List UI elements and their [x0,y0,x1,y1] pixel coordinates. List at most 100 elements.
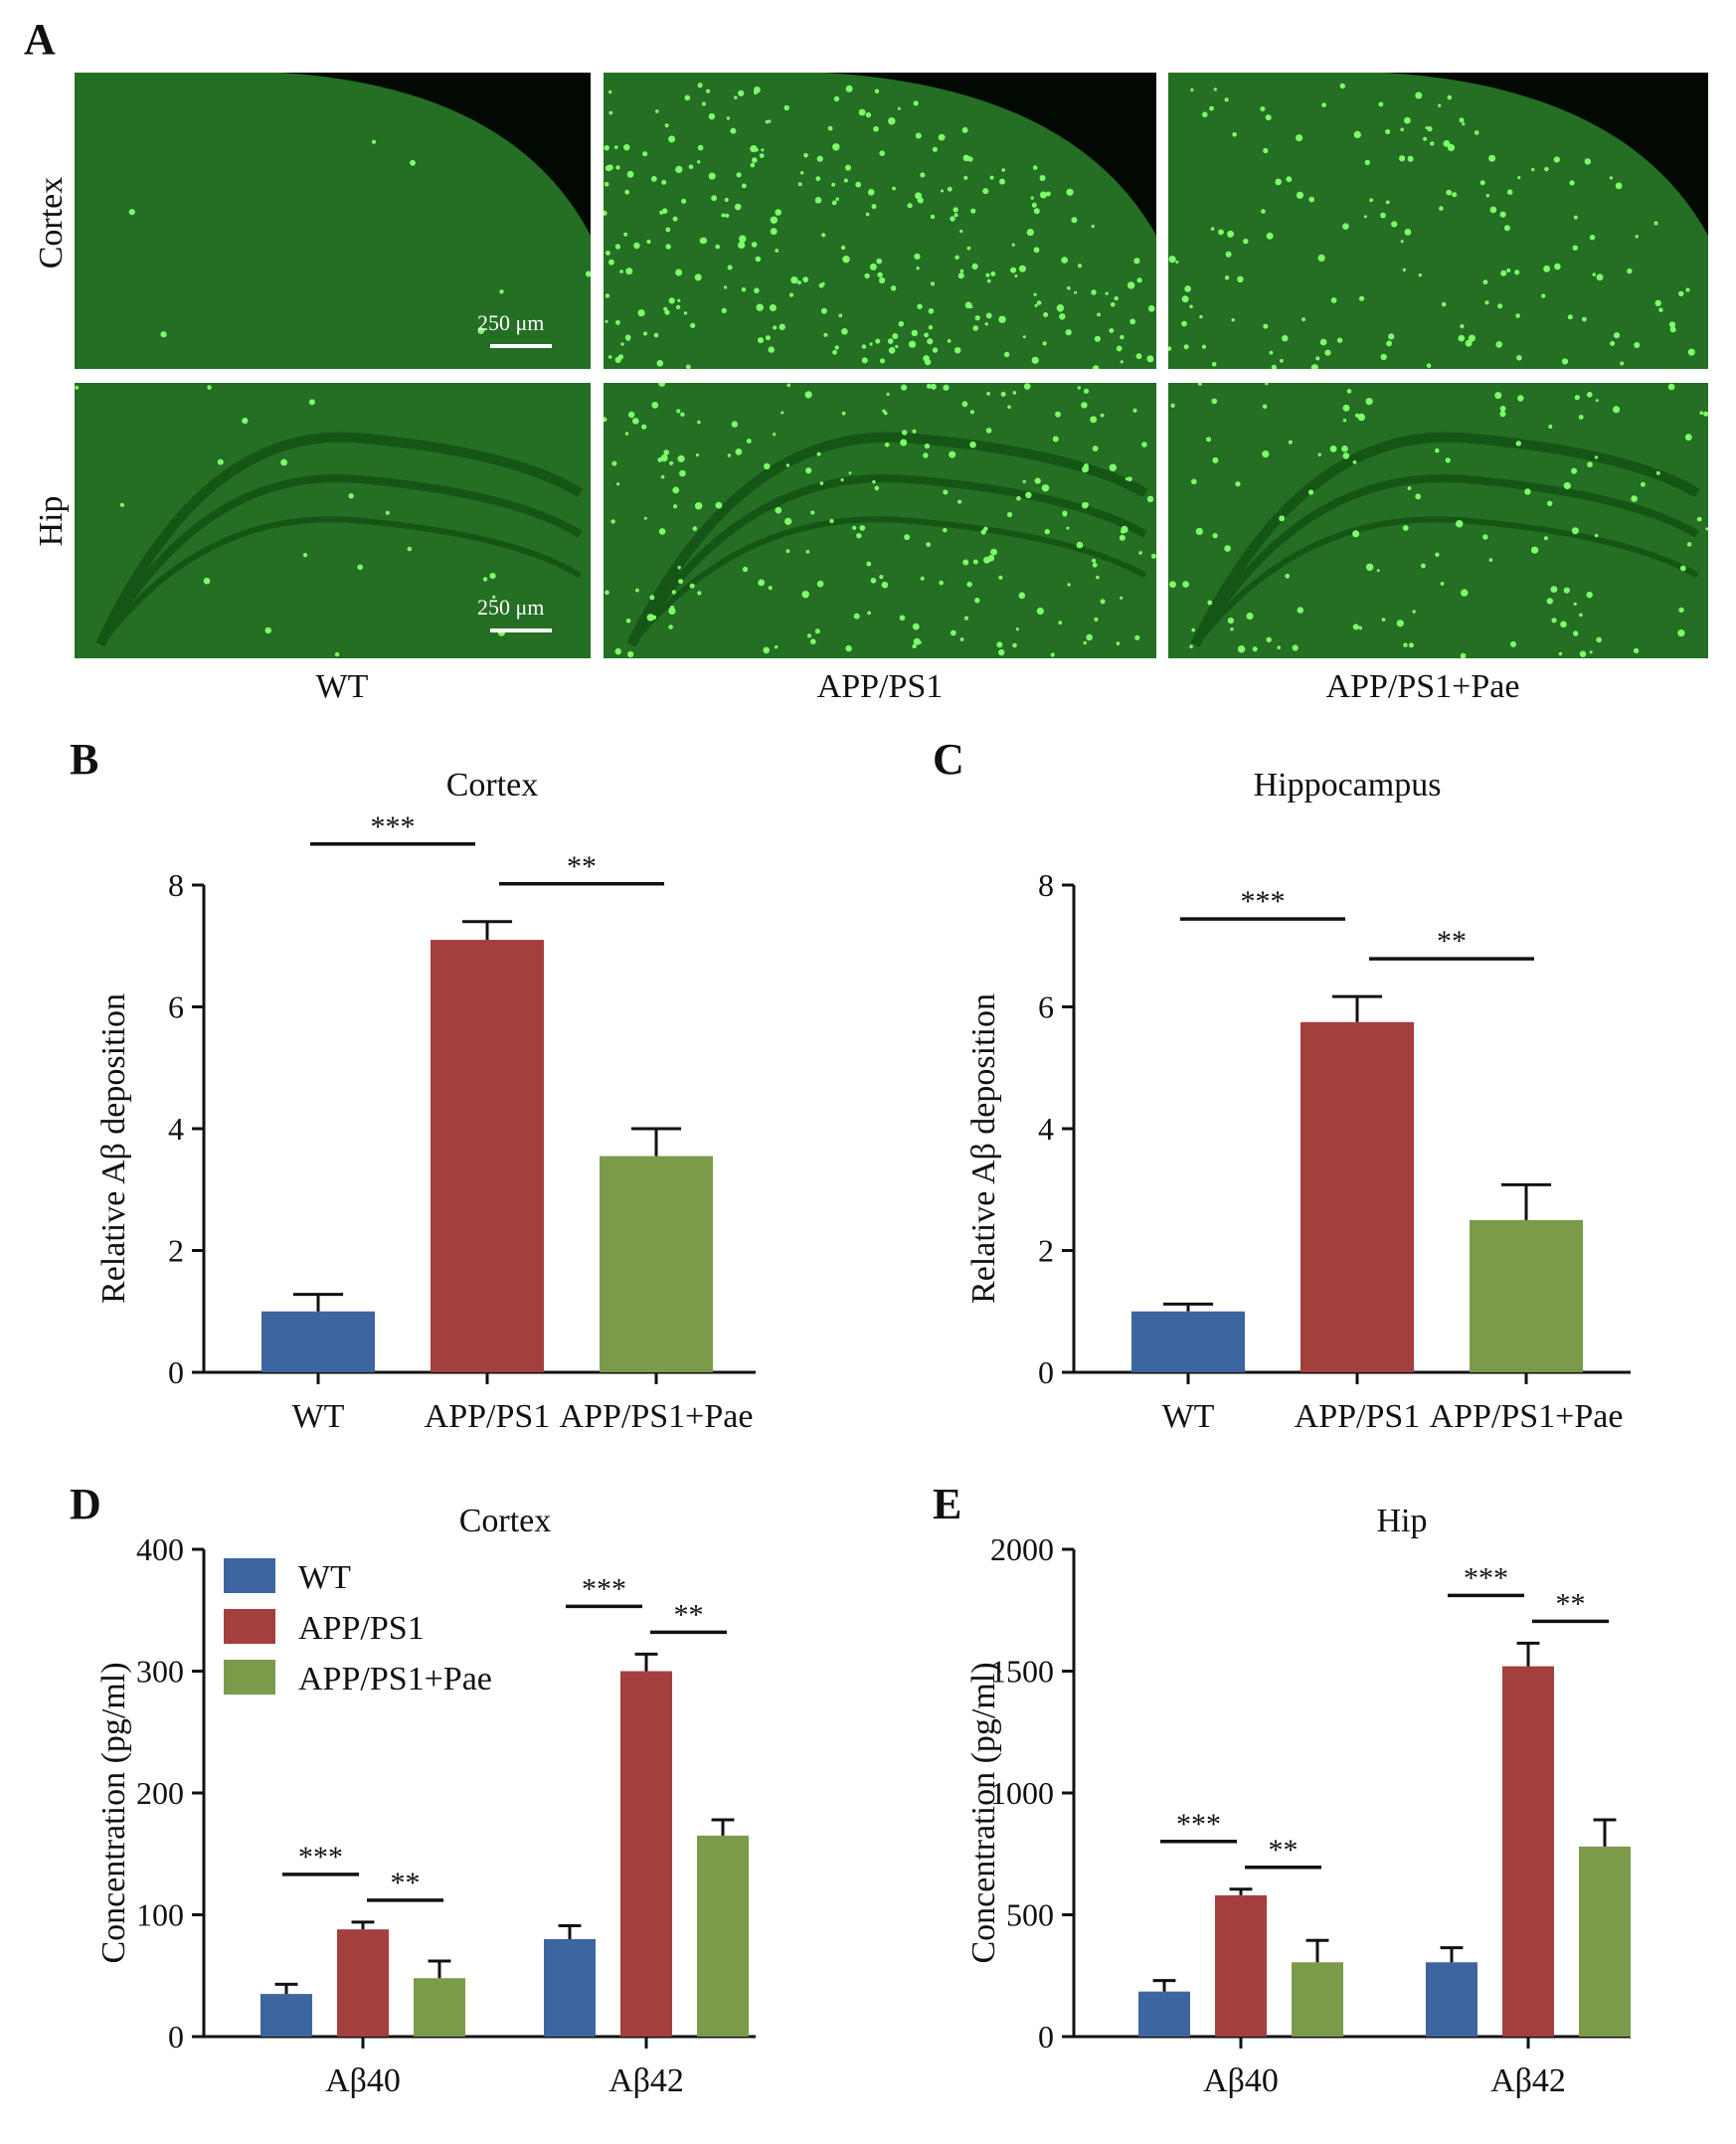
plaque-dot [746,439,752,444]
plaque-dot [633,242,640,250]
plaque-dot [820,307,827,314]
plaque-dot [1385,200,1390,205]
plaque-dot [736,172,742,178]
significance-label: *** [582,1572,626,1605]
plaque-dot [804,391,812,399]
plaque-dot [1339,83,1345,89]
plaque-dot [912,643,917,649]
plaque-dot [1400,127,1404,132]
y-tick-label: 400 [136,1531,184,1567]
plaque-dot [1110,302,1116,307]
x-tick-label: WT [292,1398,345,1435]
plaque-dot [611,460,617,466]
plaque-dot [635,588,639,593]
plaque-dot [1678,290,1684,297]
plaque-dot [1039,175,1046,181]
plaque-dot [1592,272,1596,276]
plaque-dot [1195,527,1203,535]
plaque-dot [1396,620,1404,627]
plaque-dot [1679,565,1686,572]
plaque-dot [1376,569,1380,573]
plaque-dot [1091,289,1097,295]
plaque-dot [643,516,647,520]
micrograph-hip-app-ps1 [604,383,1156,658]
plaque-dot [1058,307,1063,312]
plaque-dot [1446,189,1453,196]
plaque-dot [853,613,860,620]
plaque-dot [1210,227,1215,231]
plaque-dot [926,542,932,547]
plaque-dot [1121,529,1126,534]
plaque-dot [1596,636,1602,643]
plaque-dot [799,171,804,175]
plaque-dot [1012,391,1017,395]
plaque-dot [614,244,620,250]
plaque-dot [656,360,664,367]
plaque-dot [1022,479,1026,483]
plaque-dot [1100,599,1106,605]
plaque-dot [1092,365,1100,369]
plaque-dot [692,526,698,531]
plaque-dot [1613,332,1621,339]
plaque-dot [661,208,668,214]
micrograph-texture [604,383,1156,658]
plaque-dot [966,581,972,588]
plaque-dot [1086,633,1093,641]
plaque-dot [1065,329,1072,336]
plaque-dot [1587,461,1593,467]
plaque-dot [865,111,872,118]
plaque-dot [1317,452,1321,456]
plaque-dot [1285,574,1290,579]
micrograph-texture [1168,383,1708,658]
plaque-dot [752,157,758,163]
plaque-dot [1548,425,1553,429]
plaque-dot [879,150,885,156]
plaque-dot [1341,446,1348,452]
plaque-dot [897,106,901,110]
plaque-dot [879,575,884,580]
plaque-dot [302,553,308,558]
plaque-dot [1388,333,1395,340]
plaque-dot [1127,281,1135,289]
plaque-dot [1403,642,1408,647]
scale-bar-label-cortex: 250 μm [477,310,545,335]
plaque-dot [1321,102,1326,107]
plaque-dot [681,198,687,204]
plaque-dot [1266,232,1274,240]
plaque-dot [1404,229,1412,236]
plaque-dot [838,313,843,318]
plaque-dot [832,349,837,355]
plaque-dot [730,127,737,134]
plaque-dot [1030,196,1034,200]
plaque-dot [986,392,990,396]
plaque-dot [959,268,964,273]
plaque-dot [1310,364,1318,369]
plaque-dot [1033,208,1040,215]
tissue-layer [626,432,1148,647]
scale-bar-cortex [490,344,552,348]
plaque-dot [1146,355,1154,363]
plaque-dot [1033,247,1040,254]
plaque-dot [671,590,676,595]
bar [431,940,544,1372]
plaque-dot [840,478,844,482]
plaque-dot [916,267,920,270]
plaque-dot [625,618,631,624]
plaque-dot [669,460,674,465]
plaque-dot [816,155,823,162]
plaque-dot [1092,446,1099,451]
significance-label: ** [1556,1587,1586,1620]
plaque-dot [1201,344,1207,349]
plaque-dot [676,304,681,309]
y-tick-label: 6 [168,989,184,1025]
plaque-dot [961,126,968,133]
plaque-dot [775,209,781,216]
plaque-dot [805,467,812,474]
plaque-dot [1077,386,1081,390]
plaque-dot [1517,176,1521,180]
plaque-dot [1133,258,1140,265]
plaque-dot [1181,320,1187,327]
plaque-dot [1494,392,1502,400]
plaque-dot [731,421,739,428]
plaque-dot [884,411,888,416]
